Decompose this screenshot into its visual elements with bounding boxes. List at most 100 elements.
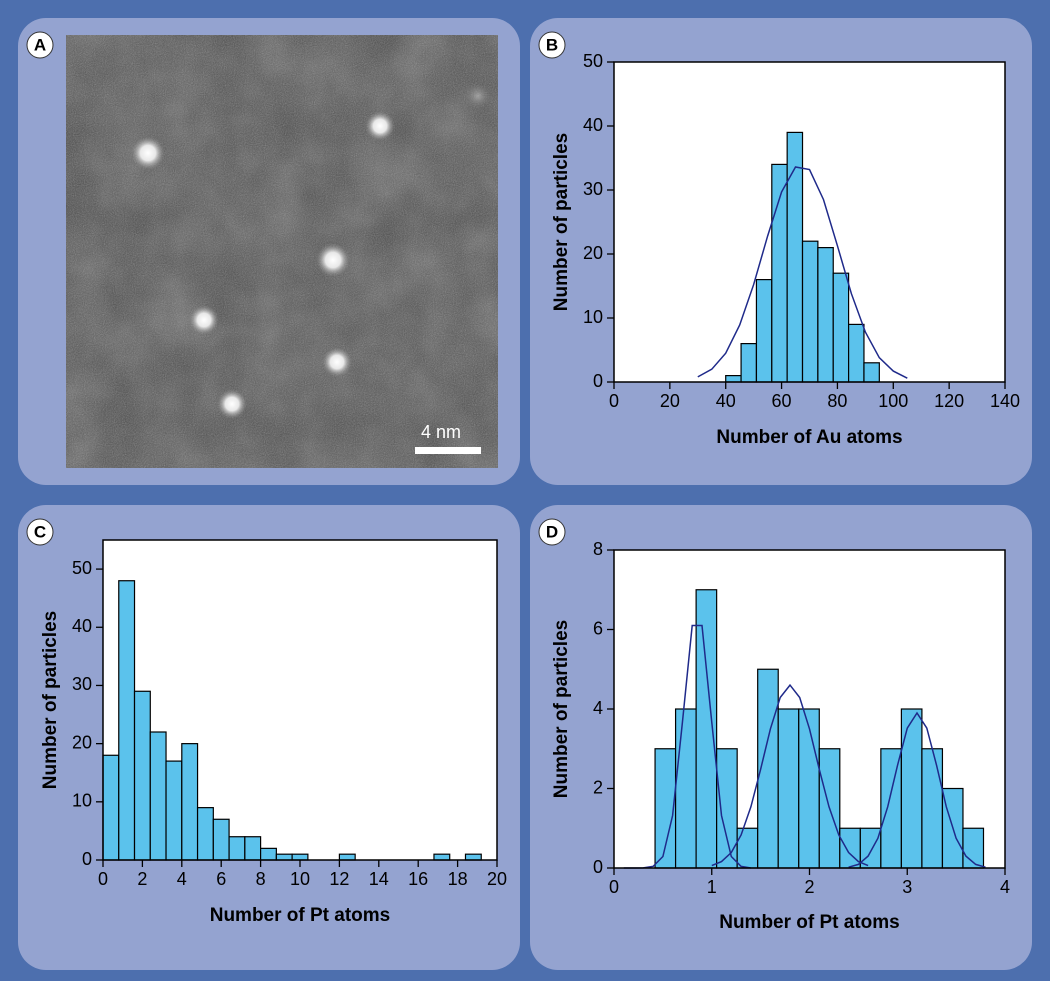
x-tick-label: 120 [934,391,964,411]
x-tick-label: 0 [609,877,619,897]
y-tick-label: 40 [72,616,92,636]
x-tick-label: 100 [878,391,908,411]
bar [921,748,944,869]
y-tick-label: 50 [583,51,603,71]
bar [695,589,718,869]
x-tick-label: 20 [660,391,680,411]
x-axis-label: Number of Au atoms [716,427,902,448]
x-tick-label: 20 [487,869,507,889]
y-tick-label: 0 [82,849,92,869]
panel-label-badge [26,518,54,546]
bar [181,743,199,861]
y-axis-label: Number of particles [40,611,61,789]
bar [900,708,923,869]
fit-curve [697,166,908,379]
y-tick-label: 40 [583,115,603,135]
bar [755,279,773,383]
bar [817,247,834,383]
y-axis-label: Number of particles [551,133,572,311]
fit-curve [711,683,869,867]
y-tick-label: 2 [593,777,603,797]
y-tick-label: 10 [72,791,92,811]
y-tick-label: 4 [593,698,603,718]
bar [801,240,819,383]
bar [118,580,136,861]
x-tick-label: 18 [448,869,468,889]
fit-curve [848,711,986,868]
bar [244,836,262,861]
x-tick-label: 8 [256,869,266,889]
y-tick-label: 0 [593,371,603,391]
bar [654,748,677,869]
bar [464,853,482,861]
bar [102,754,120,861]
bar [674,708,697,869]
bar [275,853,293,861]
bar [847,323,865,383]
y-tick-label: 20 [583,243,603,263]
panel-label-badge [26,31,54,59]
x-axis-label: Number of Pt atoms [210,905,391,926]
bar [260,847,277,861]
panel-label-badge [538,31,566,59]
x-tick-label: 12 [329,869,349,889]
x-tick-label: 14 [369,869,389,889]
bar [777,708,800,869]
micrograph: 4 nm [66,35,498,468]
x-tick-label: 140 [990,391,1020,411]
bar [228,836,246,861]
bar [133,690,151,861]
bar [716,748,738,869]
panel-label: B [546,35,558,54]
x-tick-label: 16 [408,869,428,889]
bar [291,853,309,861]
x-tick-label: 40 [716,391,736,411]
bar [196,807,214,861]
y-tick-label: 30 [72,674,92,694]
y-axis-label: Number of particles [551,620,572,798]
x-tick-label: 80 [827,391,847,411]
bar [740,343,758,383]
y-tick-label: 20 [72,732,92,752]
x-tick-label: 2 [804,877,814,897]
x-tick-label: 0 [609,391,619,411]
x-tick-label: 3 [902,877,912,897]
scale-bar-label: 4 nm [421,422,461,442]
y-tick-label: 10 [583,307,603,327]
bar [859,827,882,869]
x-axis-label: Number of Pt atoms [719,912,900,933]
bar [839,827,861,869]
x-tick-label: 4 [177,869,187,889]
x-tick-label: 2 [137,869,147,889]
bar [149,731,167,861]
x-tick-label: 60 [772,391,792,411]
bar [725,375,742,383]
x-tick-label: 1 [707,877,717,897]
bar [832,272,850,383]
y-tick-label: 50 [72,558,92,578]
scale-bar [415,447,481,454]
panel-label: D [546,522,558,541]
bar [736,827,759,869]
plot-frame [613,61,1006,383]
bar [338,853,356,861]
panel-label: C [34,522,46,541]
bar [212,818,230,861]
y-tick-label: 6 [593,618,603,638]
x-tick-label: 4 [1000,877,1010,897]
bar [880,748,902,869]
bar [433,853,451,861]
bar [798,708,820,869]
bar [863,362,880,383]
x-tick-label: 10 [290,869,310,889]
x-tick-label: 0 [98,869,108,889]
panel-label-badge [538,518,566,546]
y-tick-label: 30 [583,179,603,199]
panel-label: A [34,35,46,54]
bar [786,131,804,383]
y-tick-label: 0 [593,857,603,877]
y-tick-label: 8 [593,539,603,559]
x-tick-label: 6 [216,869,226,889]
bar [165,760,183,861]
